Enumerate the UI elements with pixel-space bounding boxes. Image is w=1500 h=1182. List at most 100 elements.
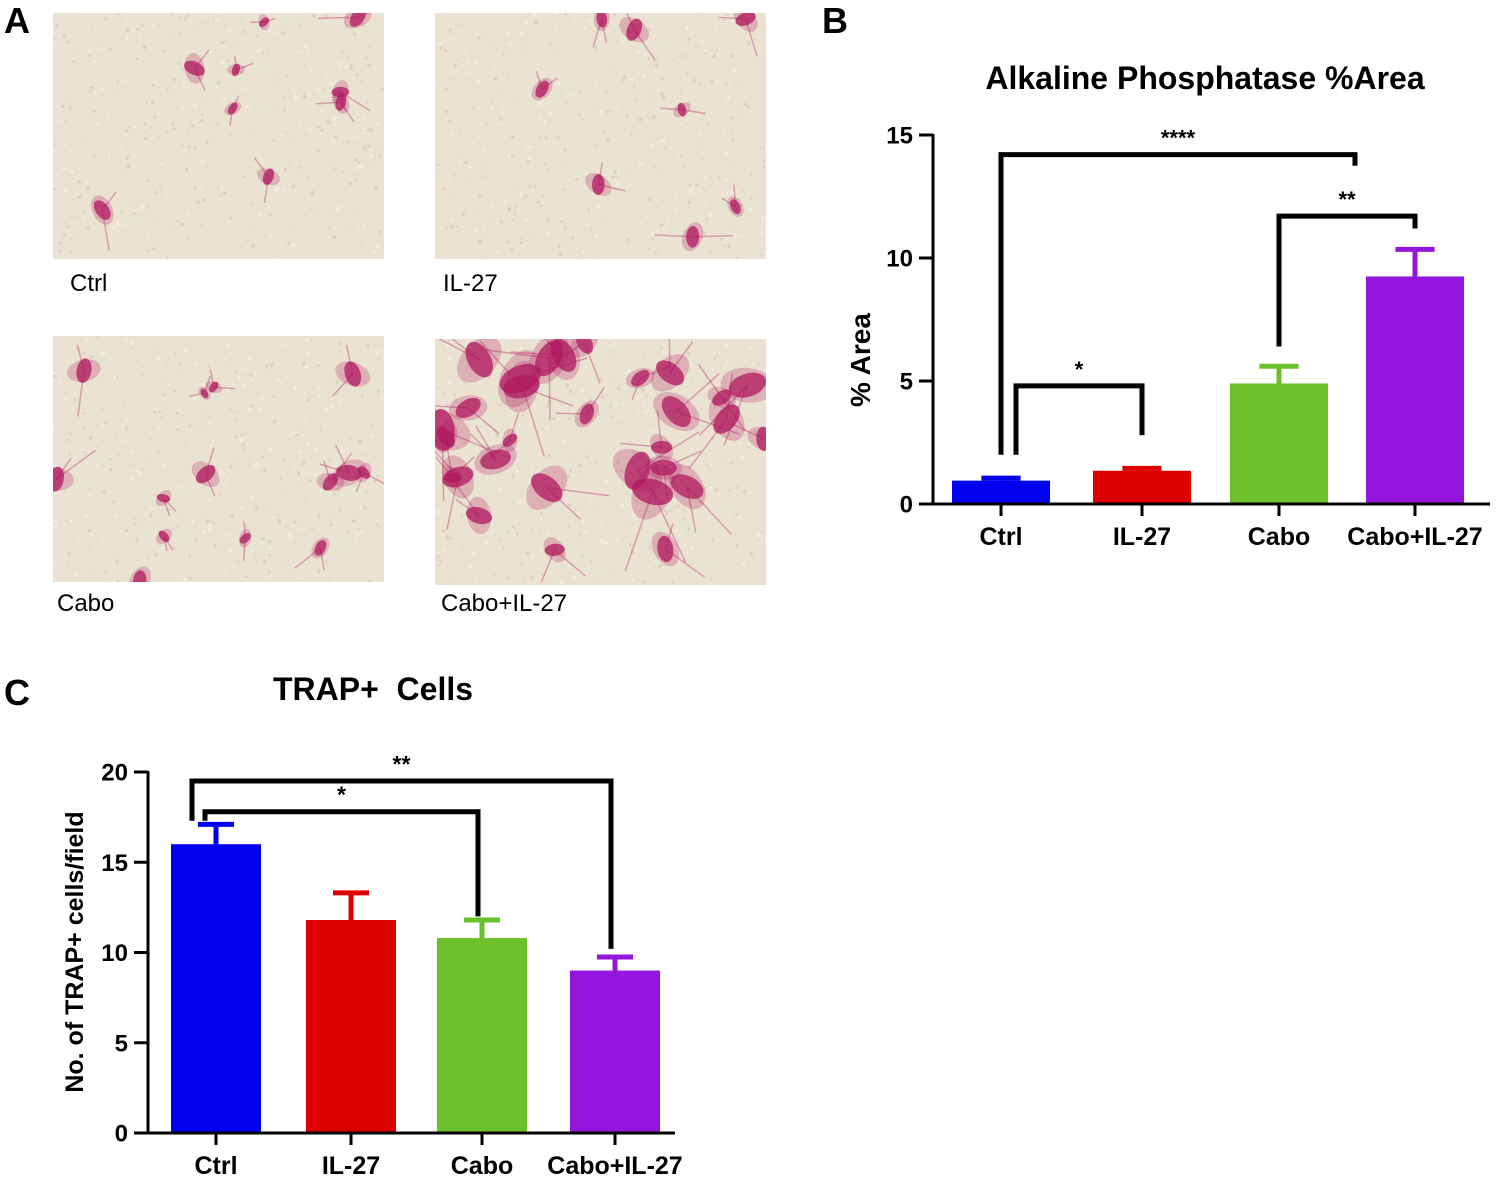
micrograph-grain <box>355 205 357 207</box>
micrograph-grain <box>315 372 316 373</box>
micrograph-grain <box>256 35 260 39</box>
y-tick-label: 15 <box>886 123 913 150</box>
micrograph-grain <box>478 208 480 210</box>
bar-cabo-il-27 <box>1366 276 1464 504</box>
micrograph-grain <box>530 529 533 532</box>
micrograph-grain <box>160 557 161 558</box>
micrograph-grain <box>84 137 86 139</box>
micrograph-grain <box>616 182 620 186</box>
micrograph-grain <box>380 396 384 400</box>
micrograph-grain <box>127 39 130 42</box>
micrograph-grain <box>140 89 142 91</box>
micrograph-grain <box>60 221 62 223</box>
micrograph-grain <box>92 435 94 437</box>
micrograph-grain <box>564 227 567 230</box>
micrograph-cabo <box>53 336 384 582</box>
micrograph-grain <box>224 484 227 487</box>
micrograph-grain <box>160 161 161 162</box>
micrograph-grain <box>566 207 568 209</box>
micrograph-grain <box>121 423 125 427</box>
micrograph-grain <box>78 197 80 199</box>
micrograph-grain <box>284 525 287 528</box>
micrograph-grain <box>610 145 612 147</box>
micrograph-grain <box>191 520 195 524</box>
micrograph-grain <box>232 45 234 47</box>
micrograph-grain <box>723 366 726 369</box>
micrograph-grain <box>316 125 319 128</box>
micrograph-grain <box>565 384 569 388</box>
micrograph-grain <box>596 426 598 428</box>
micrograph-grain <box>332 542 333 543</box>
micrograph-grain <box>57 120 60 123</box>
micrograph-grain <box>725 455 727 457</box>
micrograph-grain <box>582 251 585 254</box>
micrograph-grain <box>200 185 203 188</box>
micrograph-grain <box>230 514 234 518</box>
panel-letter-a: A <box>4 0 30 42</box>
micrograph-grain <box>301 428 303 430</box>
micrograph-grain <box>213 56 215 58</box>
micrograph-grain <box>354 158 358 162</box>
micrograph-grain <box>650 95 653 98</box>
micrograph-grain <box>120 210 123 213</box>
micrograph-grain <box>651 233 655 237</box>
micrograph-grain <box>366 149 368 151</box>
micrograph-grain <box>546 404 549 407</box>
micrograph-grain <box>629 441 631 443</box>
micrograph-grain <box>168 508 171 511</box>
micrograph-grain <box>89 494 92 497</box>
micrograph-grain <box>543 517 544 518</box>
micrograph-grain <box>526 145 530 149</box>
micrograph-grain <box>518 468 520 470</box>
micrograph-grain <box>101 46 103 48</box>
micrograph-grain <box>88 529 92 533</box>
micrograph-grain <box>567 475 570 478</box>
micrograph-grain <box>268 570 271 573</box>
micrograph-grain <box>324 14 327 17</box>
micrograph-grain <box>581 115 583 117</box>
micrograph-grain <box>668 437 670 439</box>
micrograph-grain <box>464 161 467 164</box>
micrograph-grain <box>261 343 263 345</box>
micrograph-grain <box>591 92 593 94</box>
micrograph-grain <box>140 468 143 471</box>
micrograph-grain <box>92 110 95 113</box>
micrograph-grain <box>299 449 303 453</box>
micrograph-grain <box>606 138 609 141</box>
micrograph-grain <box>175 386 177 388</box>
micrograph-grain <box>490 115 492 117</box>
micrograph-grain <box>593 30 596 33</box>
micrograph-grain <box>228 408 232 412</box>
micrograph-grain <box>71 30 73 32</box>
micrograph-grain <box>672 443 675 446</box>
micrograph-grain <box>236 562 238 564</box>
micrograph-grain <box>126 157 129 160</box>
micrograph-grain <box>276 188 277 189</box>
micrograph-grain <box>650 204 651 205</box>
micrograph-grain <box>730 130 732 132</box>
micrograph-grain <box>231 158 234 161</box>
micrograph-grain <box>317 514 321 518</box>
micrograph-grain <box>725 343 729 347</box>
micrograph-grain <box>762 99 764 101</box>
micrograph-grain <box>567 181 568 182</box>
micrograph-grain <box>292 137 294 139</box>
micrograph-grain <box>251 244 255 248</box>
micrograph-grain <box>445 110 448 113</box>
micrograph-grain <box>549 115 550 116</box>
micrograph-grain <box>752 413 754 415</box>
micrograph-grain <box>174 353 177 356</box>
micrograph-grain <box>617 41 619 43</box>
micrograph-grain <box>738 515 742 519</box>
micrograph-grain <box>741 145 743 147</box>
micrograph-grain <box>60 31 62 33</box>
micrograph-grain <box>317 364 320 367</box>
micrograph-grain <box>205 97 207 99</box>
micrograph-grain <box>77 438 78 439</box>
micrograph-grain <box>648 28 651 31</box>
micrograph-grain <box>57 409 58 410</box>
micrograph-grain <box>68 453 72 457</box>
micrograph-grain <box>194 148 196 150</box>
micrograph-grain <box>743 103 747 107</box>
micrograph-grain <box>369 128 373 132</box>
